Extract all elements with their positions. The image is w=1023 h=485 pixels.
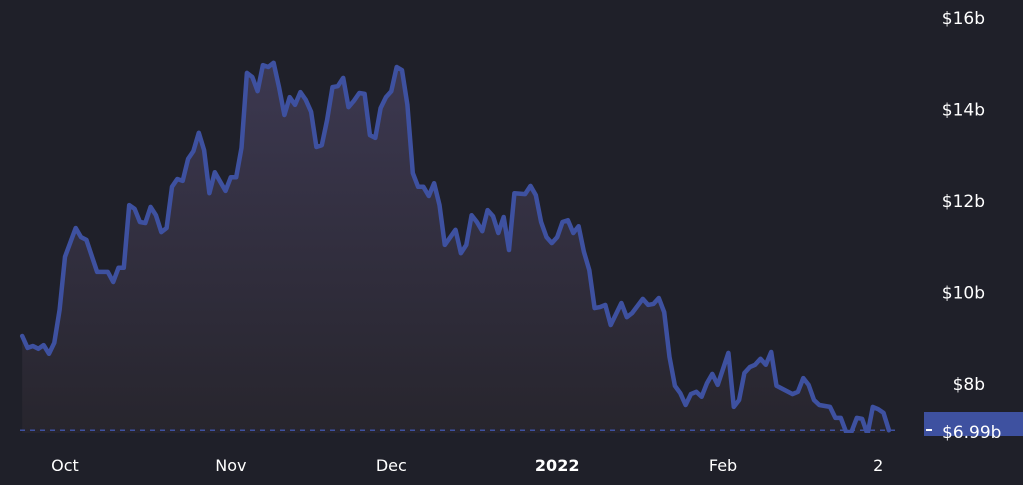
x-tick-label: Dec — [376, 456, 407, 475]
y-tick-label: $8b — [953, 375, 985, 395]
series-line — [19, 60, 892, 433]
y-tick-label: $14b — [942, 101, 985, 121]
current-value-badge: $6.99b — [924, 412, 1023, 443]
x-tick-label: Nov — [215, 456, 246, 475]
x-tick-label: Feb — [709, 456, 737, 475]
area-fill — [22, 62, 889, 433]
x-tick-label: Oct — [51, 456, 79, 475]
current-value-label: $6.99b — [942, 423, 1001, 443]
y-tick-label: $10b — [942, 284, 985, 304]
y-tick-label: $12b — [942, 192, 985, 212]
x-tick-label: 2 — [873, 456, 883, 475]
x-tick-label: 2022 — [535, 456, 580, 475]
y-tick-label: $16b — [942, 9, 985, 29]
